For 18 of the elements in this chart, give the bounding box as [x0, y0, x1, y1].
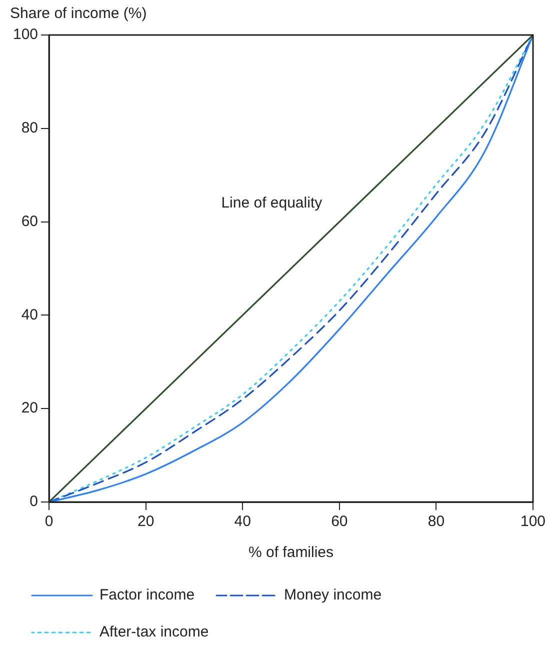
x-tick-label: 0 [44, 513, 54, 530]
y-tick-label: 0 [30, 493, 38, 510]
legend-label: After-tax income [100, 624, 209, 641]
y-tick-label: 100 [12, 26, 38, 44]
y-tick-label: 60 [21, 212, 38, 230]
legend-label: Money income [284, 586, 382, 604]
y-axis-title: Share of income (%) [10, 5, 147, 22]
x-axis-title: % of families [248, 544, 334, 562]
x-tick-label: 20 [137, 513, 154, 530]
annotation: Line of equality [221, 194, 323, 212]
y-tick-label: 20 [21, 400, 38, 417]
x-tick-label: 40 [234, 513, 251, 530]
y-tick-label: 80 [21, 120, 38, 137]
legend-label: Factor income [100, 586, 195, 604]
x-tick-label: 80 [428, 513, 445, 530]
x-tick-label: 60 [331, 513, 348, 530]
x-tick-label: 100 [520, 513, 546, 530]
y-tick-label: 40 [21, 306, 38, 324]
